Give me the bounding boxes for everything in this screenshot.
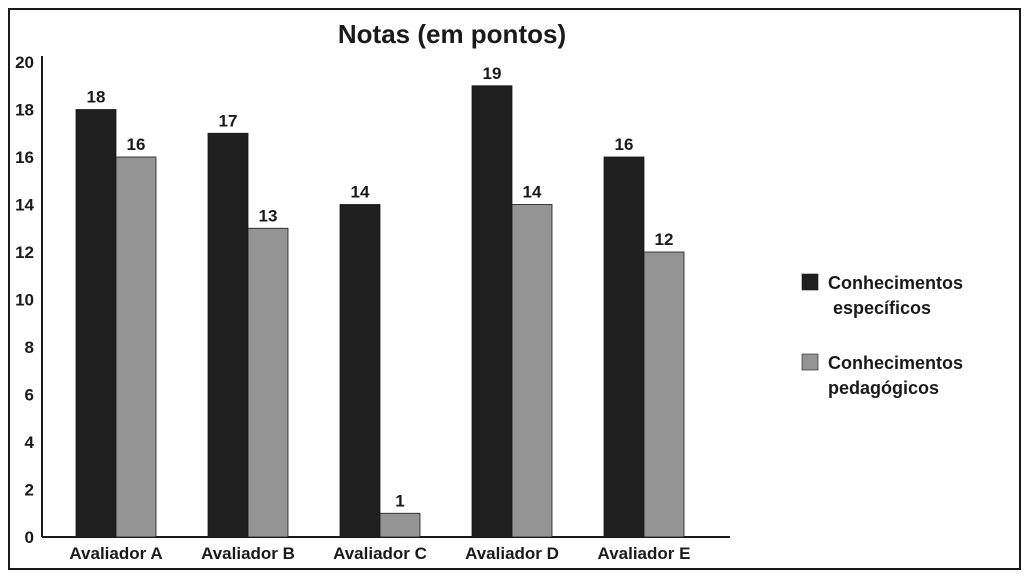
bar [643, 251, 685, 538]
data-labels-group: 18 16 17 13 14 1 19 14 16 12 [87, 64, 674, 511]
data-label: 12 [655, 230, 674, 249]
data-label: 17 [219, 111, 238, 130]
bar-chart: Notas (em pontos) 0 2 4 6 8 10 12 14 16 18 20 Aval… [15, 19, 963, 563]
data-label: 14 [351, 183, 370, 202]
y-tick-label: 12 [15, 243, 34, 262]
bar [115, 156, 157, 538]
legend-label-line: pedagógicos [828, 378, 939, 398]
bars-group [75, 85, 685, 538]
data-label: 19 [483, 64, 502, 83]
bar [471, 85, 513, 538]
y-tick-label: 8 [25, 338, 34, 357]
y-tick-label: 4 [25, 433, 35, 452]
legend-label-line: específicos [828, 298, 931, 318]
x-tick-label: Avaliador E [598, 544, 691, 563]
bar [379, 512, 421, 538]
legend-label: Conhecimentos específicos [828, 273, 963, 318]
bar [75, 109, 117, 538]
y-tick-label: 10 [15, 291, 34, 310]
x-tick-label: Avaliador A [69, 544, 162, 563]
bar [603, 156, 645, 538]
data-label: 14 [523, 183, 542, 202]
y-tick-label: 6 [25, 386, 34, 405]
y-tick-label: 18 [15, 101, 34, 120]
y-tick-label: 20 [15, 53, 34, 72]
legend-swatch [801, 353, 819, 371]
legend-label-line: Conhecimentos [828, 353, 963, 373]
y-tick-label: 0 [25, 528, 34, 547]
chart-frame: Notas (em pontos) 0 2 4 6 8 10 12 14 16 18 20 Aval… [8, 8, 1021, 570]
x-tick-label: Avaliador D [465, 544, 559, 563]
data-label: 13 [259, 206, 278, 225]
y-axis: 0 2 4 6 8 10 12 14 16 18 20 [15, 53, 43, 547]
bar [339, 204, 381, 538]
x-axis: Avaliador A Avaliador B Avaliador C Avaliad… [42, 536, 730, 563]
data-label: 1 [395, 491, 404, 510]
x-tick-label: Avaliador C [333, 544, 427, 563]
bar [247, 227, 289, 538]
chart-title: Notas (em pontos) [338, 19, 566, 49]
data-label: 16 [615, 135, 634, 154]
x-tick-label: Avaliador B [201, 544, 295, 563]
y-tick-label: 14 [15, 196, 34, 215]
y-tick-label: 2 [25, 481, 34, 500]
legend-label: Conhecimentos pedagógicos [828, 353, 963, 398]
data-label: 18 [87, 88, 106, 107]
data-label: 16 [127, 135, 146, 154]
legend-swatch [801, 273, 819, 291]
bar [511, 204, 553, 538]
bar [207, 132, 249, 538]
legend-label-line: Conhecimentos [828, 273, 963, 293]
y-tick-label: 16 [15, 148, 34, 167]
